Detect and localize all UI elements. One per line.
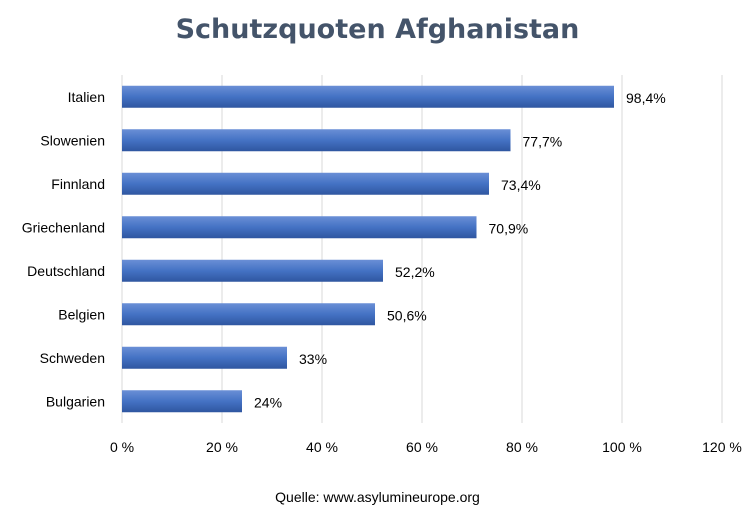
x-tick-label: 120 %	[702, 439, 742, 455]
x-tick-label: 20 %	[206, 439, 238, 455]
x-tick-label: 40 %	[306, 439, 338, 455]
x-tick-label: 80 %	[506, 439, 538, 455]
category-label: Finnland	[51, 176, 105, 192]
x-tick-label: 60 %	[406, 439, 438, 455]
x-tick-label: 0 %	[110, 439, 134, 455]
data-label: 73,4%	[501, 177, 541, 193]
x-tick-label: 100 %	[602, 439, 642, 455]
chart-title: Schutzquoten Afghanistan	[175, 14, 580, 45]
bar	[122, 129, 511, 152]
category-label: Schweden	[40, 350, 105, 366]
data-label: 24%	[254, 394, 282, 410]
category-label: Belgien	[58, 306, 105, 322]
category-label: Bulgarien	[46, 393, 105, 409]
bar	[122, 303, 375, 326]
category-label: Italien	[68, 89, 105, 105]
source-note: Quelle: www.asylumineurope.org	[275, 489, 480, 505]
bar	[122, 390, 242, 413]
bar	[122, 172, 489, 195]
category-label: Deutschland	[27, 263, 105, 279]
category-label: Griechenland	[22, 219, 105, 235]
data-label: 33%	[299, 351, 327, 367]
bar	[122, 346, 287, 369]
data-label: 52,2%	[395, 264, 435, 280]
data-label: 98,4%	[626, 90, 666, 106]
bar	[122, 216, 477, 239]
data-label: 70,9%	[489, 220, 529, 236]
data-label: 50,6%	[387, 307, 427, 323]
category-label: Slowenien	[40, 132, 105, 148]
bar	[122, 85, 614, 108]
data-label: 77,7%	[523, 133, 563, 149]
bar	[122, 259, 383, 282]
